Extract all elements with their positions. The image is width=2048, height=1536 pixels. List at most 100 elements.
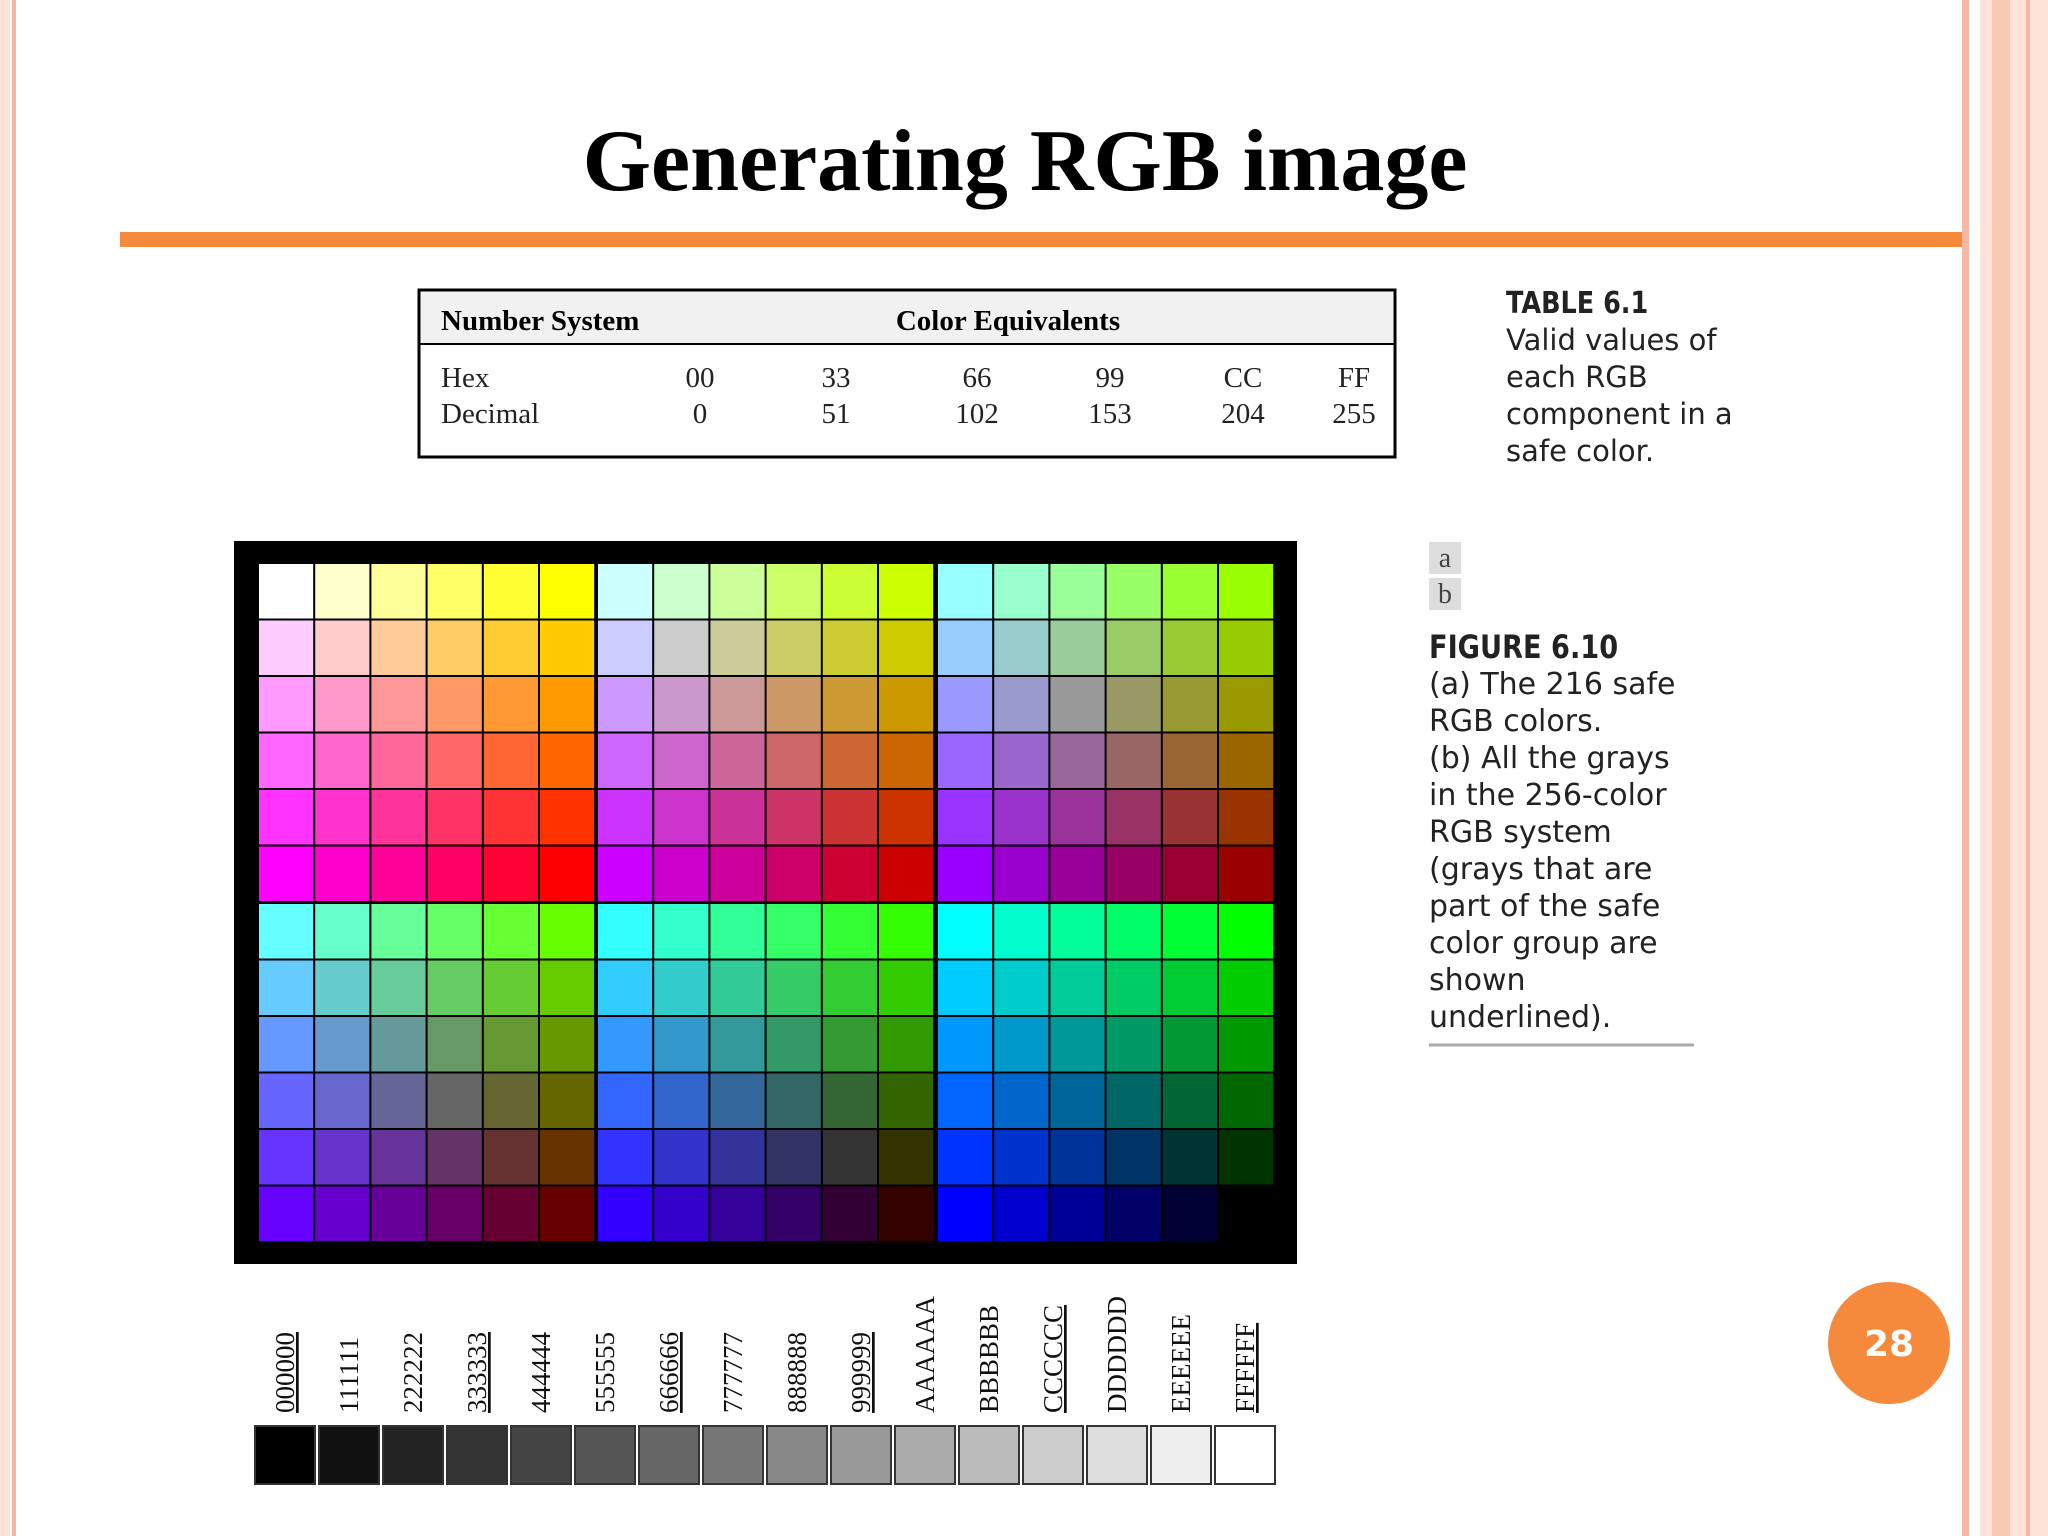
gray-swatch: [958, 1425, 1020, 1485]
color-swatch: [1050, 733, 1105, 788]
color-swatch: [822, 904, 877, 959]
color-swatch: [427, 1073, 482, 1128]
color-swatch: [1050, 1186, 1105, 1241]
color-swatch: [540, 960, 595, 1015]
right-border: [1980, 0, 2048, 1536]
color-swatch: [710, 564, 765, 619]
gray-label: DDDDDD: [1102, 1296, 1132, 1413]
color-swatch: [1106, 1073, 1161, 1128]
color-swatch: [427, 677, 482, 732]
color-swatch: [1106, 790, 1161, 845]
color-swatch: [371, 960, 426, 1015]
color-swatch: [1162, 846, 1217, 901]
color-swatch: [879, 1130, 934, 1185]
color-swatch: [598, 790, 653, 845]
color-swatch: [766, 1073, 821, 1128]
color-swatch: [1162, 1017, 1217, 1072]
color-swatch: [1219, 620, 1274, 675]
color-swatch: [598, 733, 653, 788]
color-swatch: [540, 677, 595, 732]
color-swatch: [540, 564, 595, 619]
color-swatch: [654, 846, 709, 901]
caption-label: TABLE 6.1: [1506, 285, 1648, 321]
color-swatch: [259, 960, 314, 1015]
color-swatch: [654, 620, 709, 675]
color-swatch: [879, 904, 934, 959]
color-swatch: [822, 1017, 877, 1072]
color-swatch: [710, 1130, 765, 1185]
color-swatch: [938, 904, 993, 959]
color-swatch: [483, 677, 538, 732]
color-swatch: [654, 1130, 709, 1185]
color-swatch: [879, 790, 934, 845]
color-swatch: [1050, 790, 1105, 845]
right-border-line: [1962, 0, 1969, 1536]
color-swatch: [766, 846, 821, 901]
color-swatch: [315, 960, 370, 1015]
right-border-band: [1992, 0, 2010, 1536]
caption-line: each RGB: [1506, 360, 1648, 394]
color-swatch: [879, 1186, 934, 1241]
color-swatch: [427, 733, 482, 788]
color-swatch: [1106, 846, 1161, 901]
color-swatch: [259, 846, 314, 901]
caption-line: shown: [1429, 963, 1526, 998]
gray-label: 444444: [526, 1332, 556, 1414]
color-swatch: [483, 1017, 538, 1072]
table-header: Number System: [441, 305, 639, 337]
color-swatch: [994, 960, 1049, 1015]
panel-label-bg: [1429, 578, 1461, 610]
gray-label: EEEEEE: [1166, 1314, 1196, 1413]
gray-label: 888888: [782, 1332, 812, 1413]
color-swatch: [1050, 620, 1105, 675]
color-swatch: [654, 960, 709, 1015]
color-swatch: [315, 1186, 370, 1241]
table-header-bg: [421, 292, 1393, 343]
caption-line: (grays that are: [1429, 852, 1652, 887]
color-swatch: [710, 904, 765, 959]
caption-label: FIGURE 6.10: [1429, 629, 1618, 667]
color-swatch: [879, 960, 934, 1015]
color-swatch: [1106, 1130, 1161, 1185]
color-swatch: [483, 790, 538, 845]
color-swatch: [1219, 846, 1274, 901]
color-grid: [259, 564, 1274, 1241]
color-swatch: [371, 1130, 426, 1185]
color-swatch: [540, 1186, 595, 1241]
color-swatch: [427, 846, 482, 901]
color-swatch: [1050, 1017, 1105, 1072]
gray-swatch: [318, 1425, 380, 1485]
color-swatch: [371, 1073, 426, 1128]
gray-label: CCCCCC: [1038, 1305, 1068, 1413]
color-swatch: [1050, 846, 1105, 901]
color-swatch: [315, 733, 370, 788]
color-swatch: [1106, 904, 1161, 959]
color-swatch: [598, 960, 653, 1015]
color-swatch: [483, 1186, 538, 1241]
table-cell: 255: [1332, 398, 1376, 430]
table-header: Color Equivalents: [896, 305, 1120, 337]
color-swatch: [1162, 677, 1217, 732]
color-swatch: [1050, 1130, 1105, 1185]
color-swatch: [654, 1017, 709, 1072]
panel-label: b: [1438, 579, 1452, 610]
color-swatch: [766, 677, 821, 732]
color-swatch: [483, 904, 538, 959]
left-border: [0, 0, 10, 1536]
color-swatch: [938, 620, 993, 675]
color-swatch: [371, 904, 426, 959]
table-cell: 99: [1096, 362, 1125, 394]
color-swatch: [259, 1186, 314, 1241]
color-swatch: [1162, 564, 1217, 619]
left-border-line: [12, 0, 16, 1536]
color-swatch: [1162, 1130, 1217, 1185]
color-swatch: [540, 1073, 595, 1128]
color-swatch: [766, 733, 821, 788]
color-swatch: [766, 564, 821, 619]
gray-label: 555555: [590, 1332, 620, 1413]
color-swatch: [710, 677, 765, 732]
color-swatch: [1162, 733, 1217, 788]
color-swatch: [259, 1130, 314, 1185]
